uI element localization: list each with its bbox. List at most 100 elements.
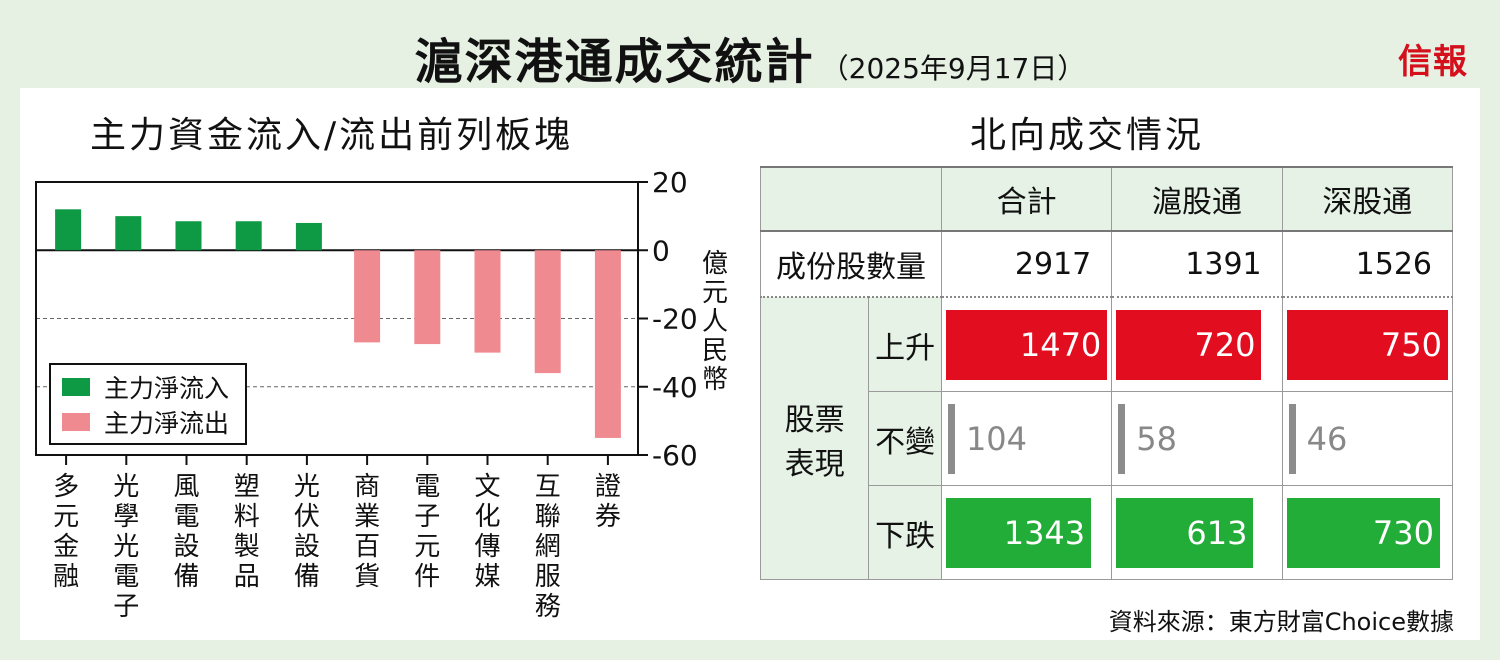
x-tick-label-char: 務 bbox=[535, 592, 561, 622]
legend-swatch-inflow bbox=[62, 378, 90, 396]
x-tick-label-char: 金 bbox=[53, 532, 79, 562]
bar-down-shenzhen: 730 bbox=[1286, 498, 1440, 568]
inflow-bar bbox=[175, 221, 202, 251]
cell-flat-shenzhen: 46 bbox=[1281, 391, 1454, 486]
value-flat-shanghai: 58 bbox=[1136, 420, 1177, 458]
x-tick-label-char: 件 bbox=[414, 562, 440, 592]
x-tick-label-char: 券 bbox=[595, 502, 621, 532]
x-tick-label-char: 互 bbox=[535, 472, 561, 502]
x-tick-label-char: 元 bbox=[414, 532, 440, 562]
x-tick-label-char: 風 bbox=[173, 472, 199, 502]
cell-up-shanghai: 720 bbox=[1111, 296, 1283, 392]
inflow-bar bbox=[235, 221, 262, 251]
legend-label-inflow: 主力淨流入 bbox=[104, 374, 229, 403]
x-tick-label-char: 電 bbox=[113, 562, 139, 592]
outflow-bar bbox=[594, 250, 621, 438]
flat-marker-shanghai bbox=[1118, 404, 1126, 474]
bar-down-shanghai: 613 bbox=[1116, 498, 1254, 568]
value-up-total: 1470 bbox=[1019, 326, 1102, 364]
x-tick-label-char: 設 bbox=[173, 532, 199, 562]
inflow-bar bbox=[115, 216, 142, 251]
x-tick-label-char: 貨 bbox=[354, 562, 380, 592]
northbound-table: 合計 滬股通 深股通 成份股數量 2917 1391 1526 股票 表現 上升 … bbox=[759, 166, 1454, 580]
x-tick-label-char: 網 bbox=[535, 532, 561, 562]
title-text: 滬深港通成交統計 bbox=[414, 34, 815, 90]
x-tick-label-char: 證 bbox=[595, 472, 621, 502]
x-tick-label-char: 學 bbox=[113, 502, 139, 532]
source-note: 資料來源：東方財富Choice數據 bbox=[1108, 608, 1454, 636]
row-label-up: 上升 bbox=[868, 296, 942, 392]
x-tick-label-char: 設 bbox=[294, 532, 320, 562]
x-tick-label-char: 塑 bbox=[234, 472, 260, 502]
bar-down-total: 1343 bbox=[945, 498, 1092, 568]
col-header-total: 合計 bbox=[940, 166, 1113, 232]
brand-logo: 信報 bbox=[1398, 42, 1468, 82]
value-down-shenzhen: 730 bbox=[1372, 514, 1434, 552]
x-tick-label-char: 備 bbox=[294, 562, 320, 592]
x-tick-label-char: 媒 bbox=[474, 562, 500, 592]
chart-title: 主力資金流入/流出前列板塊 bbox=[90, 115, 574, 156]
outflow-bar bbox=[354, 250, 381, 343]
bar-up-shanghai: 720 bbox=[1116, 310, 1262, 380]
bar-up-shenzhen: 750 bbox=[1286, 310, 1448, 380]
fund-flow-chart: 200-20-40-60億元人民幣多元金融光學光電子風電設備塑料製品光伏設備商業… bbox=[35, 166, 728, 622]
cell-down-shenzhen: 730 bbox=[1281, 485, 1454, 580]
x-tick-label-char: 商 bbox=[354, 472, 380, 502]
x-tick-label-char: 傳 bbox=[474, 532, 500, 562]
count-shenzhen: 1526 bbox=[1281, 230, 1454, 298]
table-title: 北向成交情況 bbox=[970, 115, 1205, 156]
x-tick-label-char: 化 bbox=[474, 502, 500, 532]
x-tick-label-char: 融 bbox=[53, 562, 79, 592]
group-label-line: 表現 bbox=[784, 446, 845, 482]
y-tick-label: -40 bbox=[652, 371, 698, 404]
y-axis-label-char: 幣 bbox=[702, 365, 728, 395]
x-tick-label-char: 文 bbox=[474, 472, 500, 502]
x-tick-label-char: 子 bbox=[414, 502, 440, 532]
outflow-bar bbox=[414, 250, 441, 345]
x-tick-label-char: 電 bbox=[414, 472, 440, 502]
x-tick-label-char: 業 bbox=[354, 502, 380, 532]
y-tick-label: 20 bbox=[652, 166, 688, 199]
value-down-shanghai: 613 bbox=[1186, 514, 1248, 552]
x-tick-label-char: 品 bbox=[234, 562, 260, 592]
x-tick-label-char: 光 bbox=[113, 472, 139, 502]
cell-up-total: 1470 bbox=[940, 296, 1113, 392]
value-up-shenzhen: 750 bbox=[1380, 326, 1442, 364]
inflow-bar bbox=[55, 209, 82, 251]
bar-up-total: 1470 bbox=[945, 310, 1108, 380]
y-axis-label-char: 元 bbox=[702, 278, 728, 308]
count-shanghai: 1391 bbox=[1111, 230, 1283, 298]
group-label-line: 股票 bbox=[784, 402, 845, 438]
cell-flat-shanghai: 58 bbox=[1111, 391, 1283, 486]
value-down-total: 1343 bbox=[1003, 514, 1086, 552]
legend-label-outflow: 主力淨流出 bbox=[104, 409, 229, 438]
x-tick-label-char: 製 bbox=[234, 532, 260, 562]
x-tick-label-char: 子 bbox=[113, 592, 139, 622]
col-header-shenzhen: 深股通 bbox=[1281, 166, 1454, 232]
y-axis-label-char: 億 bbox=[702, 249, 728, 279]
legend-swatch-outflow bbox=[62, 413, 90, 431]
x-tick-label-char: 元 bbox=[53, 502, 79, 532]
x-tick-label-char: 光 bbox=[294, 472, 320, 502]
y-tick-label: -60 bbox=[652, 439, 698, 472]
count-label: 成份股數量 bbox=[760, 230, 942, 298]
x-tick-label-char: 備 bbox=[173, 562, 199, 592]
y-axis-label-char: 人 bbox=[702, 307, 728, 337]
x-tick-label-char: 伏 bbox=[294, 502, 320, 532]
value-flat-shenzhen: 46 bbox=[1306, 420, 1348, 458]
y-tick-label: -20 bbox=[652, 303, 698, 336]
inflow-bar bbox=[295, 222, 322, 251]
x-tick-label-char: 多 bbox=[53, 472, 79, 502]
group-label-text: 股票 表現 bbox=[785, 403, 845, 482]
cell-up-shenzhen: 750 bbox=[1281, 296, 1454, 392]
cell-down-total: 1343 bbox=[940, 485, 1113, 580]
y-axis-label-char: 民 bbox=[702, 336, 728, 366]
value-up-shanghai: 720 bbox=[1194, 326, 1256, 364]
x-tick-label-char: 服 bbox=[535, 562, 561, 592]
outflow-bar bbox=[474, 250, 501, 353]
x-tick-label-char: 光 bbox=[113, 532, 139, 562]
x-tick-label-char: 百 bbox=[354, 532, 380, 562]
group-label: 股票 表現 bbox=[759, 296, 870, 580]
cell-down-shanghai: 613 bbox=[1111, 485, 1283, 580]
page-title: 滬深港通成交統計 （2025年9月17日） bbox=[0, 22, 1500, 92]
